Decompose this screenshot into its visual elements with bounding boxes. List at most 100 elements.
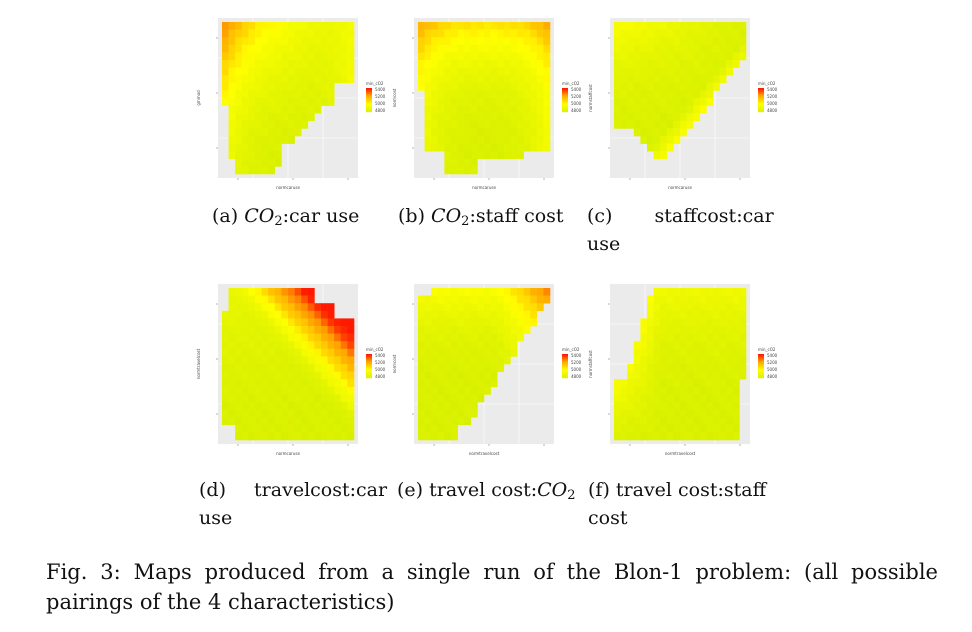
heatmap-cell [321,29,328,38]
heatmap-cell [347,386,355,395]
heatmap-cell [307,424,315,433]
heatmap-cell [274,52,282,61]
heatmap-cell [424,318,432,327]
heatmap-cell [686,288,694,296]
heatmap-cell [523,303,531,312]
heatmap-cell [680,348,687,357]
heatmap-cell [620,75,628,84]
heatmap-cell [510,60,518,68]
heatmap-cell [228,44,236,53]
heatmap-cell [464,326,472,334]
heatmap-cell [294,22,302,30]
heatmap-cell [288,105,295,114]
heatmap-cell [647,424,654,433]
heatmap-cell [281,22,289,30]
heatmap-cell [543,143,551,152]
heatmap-cell [347,417,355,426]
heatmap-cell [451,379,458,388]
heatmap-cell [235,310,243,319]
heatmap-cell [484,310,491,319]
heatmap-cell [726,22,734,30]
heatmap-cell [451,90,458,99]
heatmap-cell [457,166,465,175]
heatmap-cell [281,386,289,395]
heatmap-cell [314,386,322,395]
heatmap-cell [248,424,256,433]
heatmap-cell [321,75,328,84]
heatmap-cell [739,371,747,380]
heatmap-cell [307,364,315,372]
heatmap-cell [640,432,648,441]
heatmap-cell [686,333,694,342]
heatmap-cell [706,303,714,312]
heatmap-cell [294,128,302,137]
heatmap-cell [510,310,518,319]
heatmap-cell [451,402,458,410]
heatmap-cell [490,348,498,357]
heatmap-cell [228,409,236,418]
heatmap-cell [543,52,551,61]
heatmap-cell [248,67,256,76]
heatmap-cell [484,98,491,106]
heatmap-cell [274,105,282,114]
heatmap-cell [451,75,458,84]
heatmap-cell [490,143,498,152]
heatmap-cell [281,128,289,137]
heatmap-cell [666,432,674,441]
heatmap-cell [294,105,302,114]
heatmap-cell [680,22,687,30]
heatmap-cell [484,67,491,76]
heatmap-cell [307,310,315,319]
heatmap-cell [536,29,544,38]
heatmap-cell [235,402,243,410]
heatmap-cell [719,348,727,357]
heatmap-cell [307,75,315,84]
heatmap-cell [543,136,551,144]
heatmap-cell [620,67,628,76]
heatmap-cell [647,432,654,441]
heatmap-cell [490,326,498,334]
heatmap-cell [340,52,348,61]
heatmap-cell [503,22,511,30]
heatmap-cell [470,341,478,350]
heatmap-cell [653,143,661,152]
heatmap-cell [424,402,432,410]
heatmap-cell [288,29,295,38]
heatmap-cell [255,113,262,122]
heatmap-cell [647,409,654,418]
heatmap-cell [686,318,694,327]
heatmap-cell [464,158,472,167]
heatmap-cell [633,113,641,122]
heatmap-cell [633,90,641,99]
heatmap-cell [294,394,302,403]
heatmap-cell [255,333,262,342]
heatmap-cell [321,303,328,312]
heatmap-cell [719,432,727,441]
legend-tick: 5400 [767,87,778,92]
heatmap-cell [647,44,654,53]
heatmap-cell [334,52,342,61]
heatmap-cell [713,364,720,372]
heatmap-cell [699,29,707,38]
heatmap-cell [437,341,445,350]
heatmap-cell [464,417,472,426]
heatmap-cell [301,22,309,30]
heatmap-cell [523,44,531,53]
heatmap-cell [536,295,544,304]
heatmap-cell [268,417,276,426]
heatmap-cell [314,52,322,61]
heatmap-cell [457,143,465,152]
heatmap-cell [706,386,714,395]
heatmap-cell [321,386,328,395]
heatmap-cell [686,386,694,395]
heatmap-cell [301,52,309,61]
heatmap-cell [503,98,511,106]
heatmap-cell [340,356,348,365]
legend-tick: 4800 [571,108,582,113]
heatmap-cell [732,432,740,441]
heatmap-cell [261,143,269,152]
heatmap-cell [464,394,472,403]
heatmap-cell [699,318,707,327]
heatmap-cell [464,356,472,365]
heatmap-cell [268,166,276,175]
